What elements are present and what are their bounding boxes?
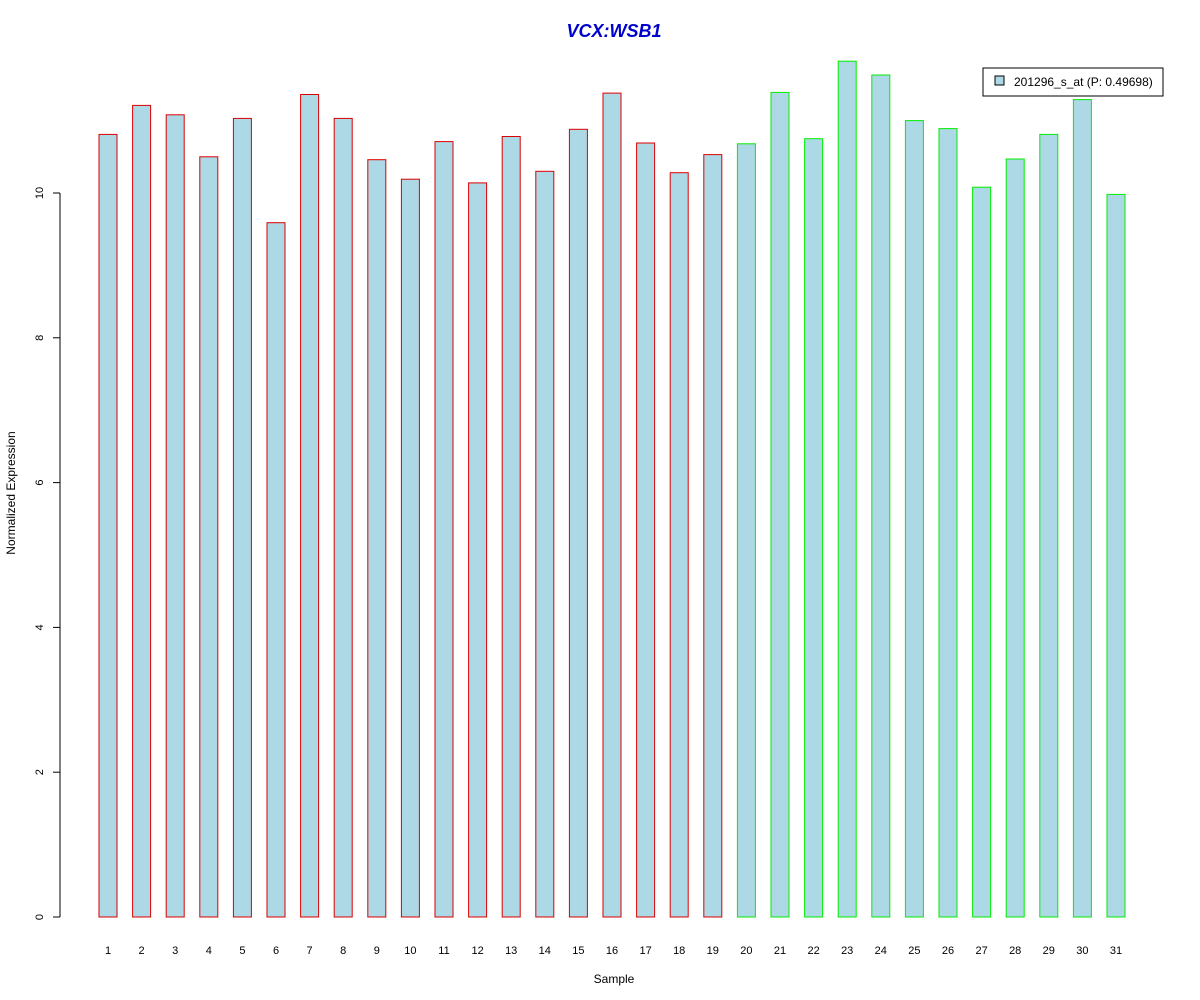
x-tick-label: 10 [404, 945, 416, 957]
bar-sample-12 [468, 182, 488, 918]
bar-sample-7 [300, 94, 320, 918]
bar-sample-14 [535, 170, 555, 918]
x-tick-label: 5 [239, 945, 245, 957]
bar-sample-27 [972, 186, 992, 918]
bar-sample-16 [602, 92, 622, 918]
legend-label: 201296_s_at (P: 0.49698) [1014, 75, 1153, 89]
x-tick-label: 7 [307, 945, 313, 957]
bar-sample-15 [568, 128, 588, 918]
x-tick-label: 3 [172, 945, 178, 957]
bar-sample-9 [367, 159, 387, 918]
y-tick-label: 10 [34, 187, 46, 199]
y-axis-title: Normalized Expression [4, 431, 18, 554]
x-tick-label: 31 [1110, 945, 1122, 957]
y-tick-label: 0 [34, 914, 46, 920]
legend-box [982, 67, 1164, 97]
x-tick-label: 24 [875, 945, 887, 957]
legend-swatch [994, 75, 1005, 86]
x-tick-label: 26 [942, 945, 954, 957]
bar-sample-28 [1005, 158, 1025, 918]
legend: 201296_s_at (P: 0.49698) [982, 67, 1164, 97]
bar-sample-3 [165, 114, 185, 918]
bar-sample-29 [1039, 133, 1059, 918]
x-axis-title: Sample [594, 972, 635, 986]
bar-sample-4 [199, 156, 219, 918]
x-tick-label: 22 [807, 945, 819, 957]
y-axis: 0 2 4 6 8 10 [34, 187, 61, 920]
bar-sample-5 [232, 117, 252, 918]
bar-sample-30 [1072, 99, 1092, 918]
bar-sample-31 [1106, 193, 1126, 918]
y-tick-label: 6 [34, 480, 46, 486]
x-tick-label: 11 [438, 945, 449, 957]
bar-sample-18 [669, 172, 689, 918]
x-tick-label: 8 [340, 945, 346, 957]
x-tick-label: 16 [606, 945, 618, 957]
x-tick-label: 2 [139, 945, 145, 957]
chart-title: VCX:WSB1 [566, 21, 661, 41]
x-tick-label: 28 [1009, 945, 1021, 957]
x-tick-label: 29 [1043, 945, 1055, 957]
x-tick-label: 21 [774, 945, 786, 957]
y-tick-label: 4 [34, 624, 46, 630]
x-tick-label: 14 [539, 945, 551, 957]
x-tick-label: 1 [105, 945, 111, 957]
bar-sample-25 [904, 120, 924, 918]
bar-sample-8 [333, 117, 353, 918]
bar-sample-1 [98, 133, 118, 918]
bar-sample-19 [703, 154, 723, 918]
bars [98, 60, 1126, 918]
bar-sample-6 [266, 222, 286, 918]
x-tick-label: 9 [374, 945, 380, 957]
x-tick-label: 20 [740, 945, 752, 957]
x-tick-label: 12 [471, 945, 483, 957]
x-tick-label: 15 [572, 945, 584, 957]
bar-sample-10 [400, 178, 420, 918]
bar-sample-17 [636, 142, 656, 918]
x-tick-label: 13 [505, 945, 517, 957]
x-tick-label: 17 [639, 945, 651, 957]
x-tick-label: 4 [206, 945, 212, 957]
bar-sample-26 [938, 128, 958, 918]
x-tick-label: 6 [273, 945, 279, 957]
x-tick-label: 27 [975, 945, 987, 957]
x-tick-label: 25 [908, 945, 920, 957]
bar-sample-22 [804, 138, 824, 918]
bar-sample-24 [871, 74, 891, 918]
bar-sample-23 [837, 60, 857, 918]
bar-sample-2 [132, 104, 152, 918]
x-tick-label: 18 [673, 945, 685, 957]
bar-sample-21 [770, 91, 790, 918]
bar-sample-13 [501, 136, 521, 918]
x-axis-labels: 1 2 3 4 5 6 7 8 9 10 11 12 13 14 15 16 17 18 19 20 21 22 23 24 2… [105, 945, 1122, 957]
bar-sample-20 [736, 143, 756, 918]
x-tick-label: 30 [1076, 945, 1088, 957]
y-tick-label: 2 [34, 769, 46, 775]
bar-sample-11 [434, 141, 454, 918]
x-tick-label: 19 [707, 945, 719, 957]
y-tick-label: 8 [34, 335, 46, 341]
x-tick-label: 23 [841, 945, 853, 957]
